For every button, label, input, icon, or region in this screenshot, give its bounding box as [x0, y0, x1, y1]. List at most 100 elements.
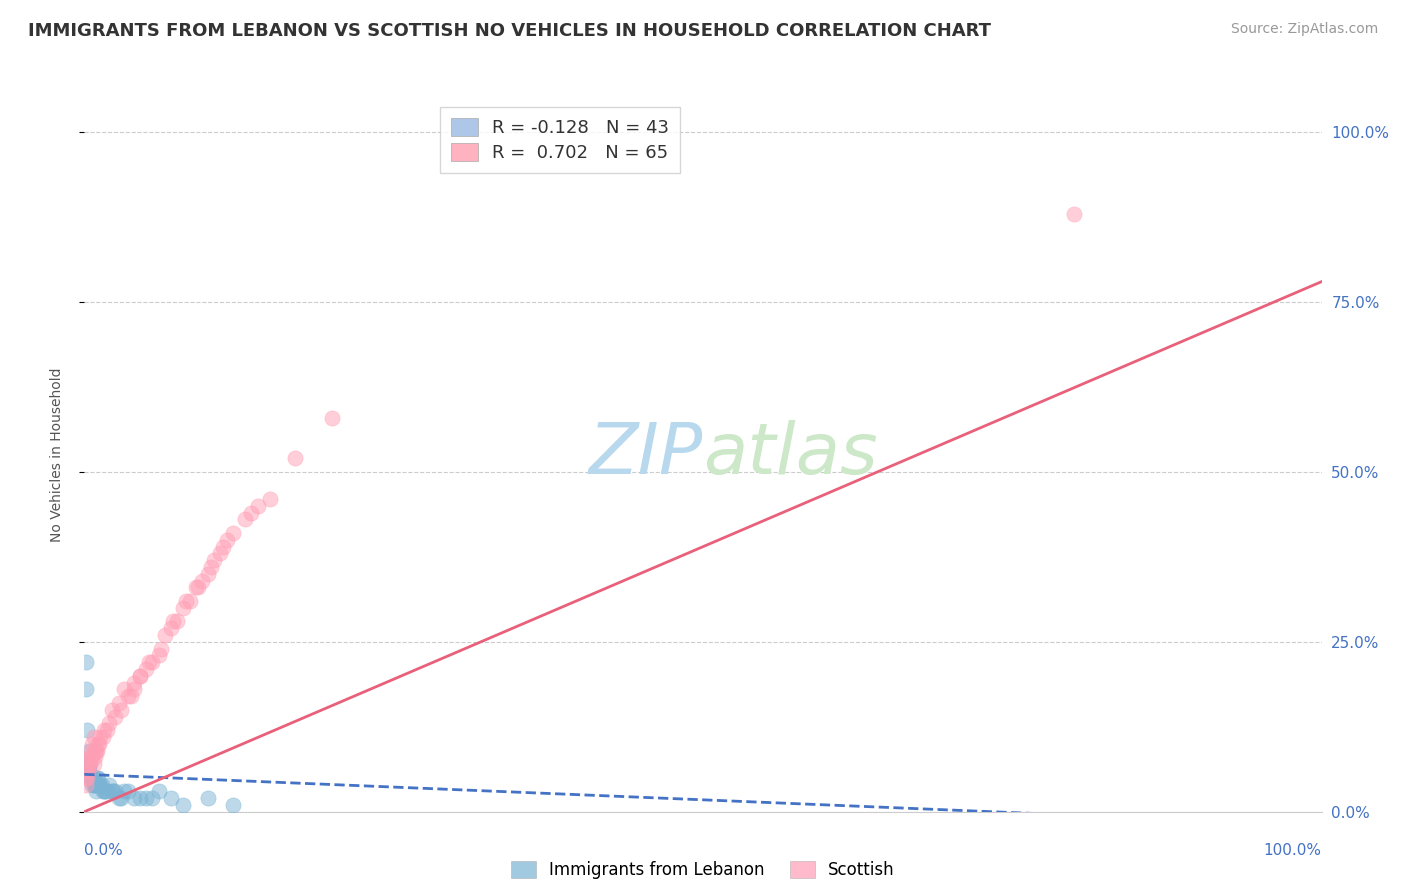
Point — [83, 771, 105, 785]
Point — [75, 771, 97, 785]
Y-axis label: No Vehicles in Household: No Vehicles in Household — [49, 368, 63, 542]
Point — [184, 581, 207, 595]
Point — [79, 757, 101, 772]
Point — [122, 791, 145, 805]
Point — [209, 546, 232, 560]
Point — [117, 784, 139, 798]
Text: IMMIGRANTS FROM LEBANON VS SCOTTISH NO VEHICLES IN HOUSEHOLD CORRELATION CHART: IMMIGRANTS FROM LEBANON VS SCOTTISH NO V… — [28, 22, 991, 40]
Point — [82, 737, 104, 751]
Point — [82, 778, 104, 792]
Point — [84, 743, 107, 757]
Point — [135, 791, 157, 805]
Point — [246, 499, 269, 513]
Point — [76, 723, 98, 738]
Point — [162, 615, 184, 629]
Point — [129, 669, 152, 683]
Point — [96, 784, 118, 798]
Point — [87, 737, 110, 751]
Point — [83, 730, 105, 744]
Text: atlas: atlas — [703, 420, 877, 490]
Point — [84, 784, 107, 798]
Point — [76, 757, 98, 772]
Point — [83, 750, 105, 764]
Text: 0.0%: 0.0% — [84, 843, 124, 858]
Point — [77, 764, 100, 778]
Point — [141, 655, 163, 669]
Point — [141, 791, 163, 805]
Point — [79, 764, 101, 778]
Point — [77, 764, 100, 778]
Point — [150, 641, 173, 656]
Point — [75, 655, 97, 669]
Text: 100.0%: 100.0% — [1264, 843, 1322, 858]
Point — [259, 492, 281, 507]
Point — [86, 743, 108, 757]
Point — [212, 540, 235, 554]
Point — [179, 594, 201, 608]
Point — [240, 506, 263, 520]
Point — [160, 791, 183, 805]
Point — [91, 730, 114, 744]
Point — [79, 771, 101, 785]
Point — [104, 709, 127, 723]
Point — [215, 533, 238, 547]
Point — [84, 743, 107, 757]
Point — [83, 757, 105, 772]
Point — [84, 778, 107, 792]
Point — [79, 750, 101, 764]
Point — [138, 655, 160, 669]
Point — [79, 757, 101, 772]
Point — [100, 784, 122, 798]
Point — [112, 682, 135, 697]
Point — [110, 703, 132, 717]
Point — [222, 797, 245, 812]
Point — [93, 723, 115, 738]
Point — [233, 512, 256, 526]
Point — [89, 737, 111, 751]
Point — [202, 553, 225, 567]
Point — [80, 750, 103, 764]
Point — [174, 594, 197, 608]
Point — [91, 784, 114, 798]
Point — [101, 784, 124, 798]
Point — [129, 669, 152, 683]
Point — [98, 778, 121, 792]
Legend: Immigrants from Lebanon, Scottish: Immigrants from Lebanon, Scottish — [505, 854, 901, 886]
Point — [86, 771, 108, 785]
Point — [77, 757, 100, 772]
Point — [93, 784, 115, 798]
Point — [122, 675, 145, 690]
Point — [80, 771, 103, 785]
Point — [122, 682, 145, 697]
Point — [112, 784, 135, 798]
Point — [222, 526, 245, 541]
Point — [98, 716, 121, 731]
Point — [104, 784, 127, 798]
Point — [160, 621, 183, 635]
Point — [100, 703, 122, 717]
Point — [76, 771, 98, 785]
Point — [197, 791, 219, 805]
Point — [117, 689, 139, 703]
Point — [1063, 207, 1085, 221]
Point — [321, 410, 343, 425]
Point — [108, 696, 131, 710]
Point — [87, 771, 110, 785]
Point — [83, 778, 105, 792]
Point — [80, 771, 103, 785]
Point — [187, 581, 209, 595]
Point — [79, 750, 101, 764]
Point — [89, 778, 111, 792]
Point — [200, 560, 222, 574]
Point — [90, 778, 112, 792]
Point — [75, 778, 97, 792]
Text: ZIP: ZIP — [589, 420, 703, 490]
Point — [172, 600, 194, 615]
Point — [110, 791, 132, 805]
Point — [129, 791, 152, 805]
Point — [94, 784, 117, 798]
Point — [83, 778, 105, 792]
Point — [284, 451, 307, 466]
Point — [148, 648, 170, 663]
Point — [191, 574, 214, 588]
